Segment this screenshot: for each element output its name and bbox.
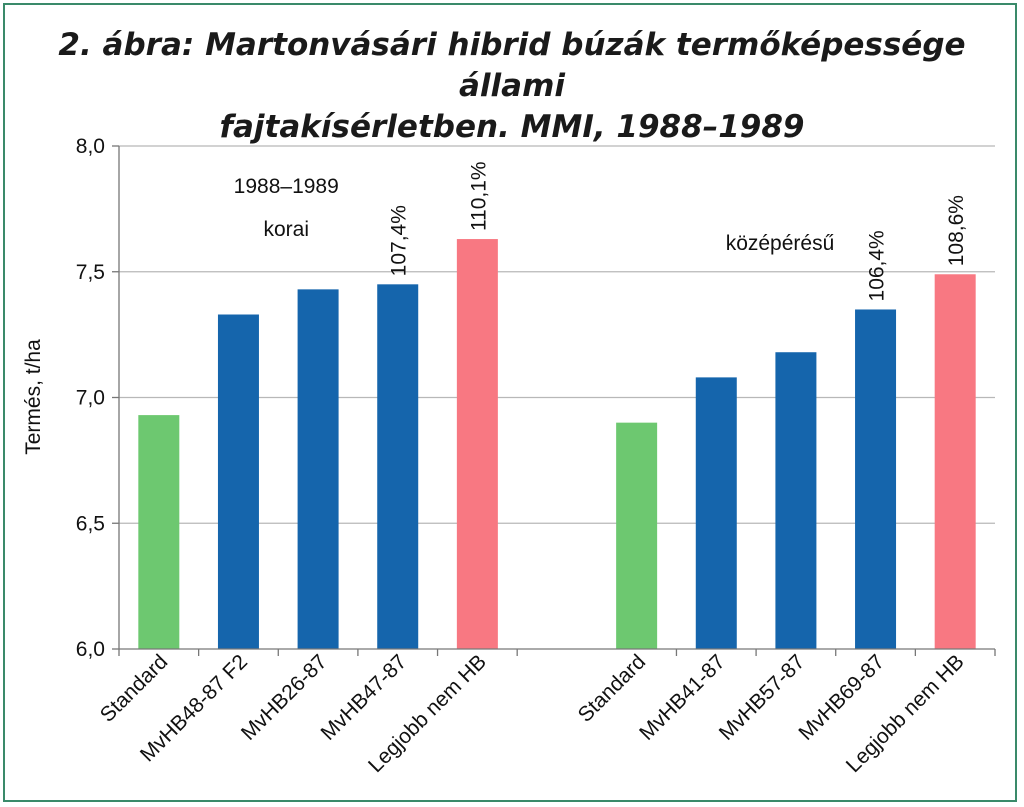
bar bbox=[138, 415, 180, 649]
bar bbox=[934, 274, 976, 649]
bar bbox=[616, 422, 658, 649]
axes bbox=[112, 145, 996, 656]
bar bbox=[377, 284, 419, 649]
data-label: 107,4% bbox=[388, 205, 411, 276]
bars bbox=[138, 239, 976, 649]
y-tick-label: 6,0 bbox=[76, 638, 105, 661]
x-tick-label: Standard bbox=[96, 650, 173, 727]
y-tick-label: 8,0 bbox=[76, 135, 105, 158]
y-tick-label: 7,5 bbox=[76, 261, 105, 284]
chart-title-line-2: fajtakísérletben. MMI, 1988–1989 bbox=[219, 109, 805, 145]
y-tick-label: 7,0 bbox=[76, 387, 105, 410]
group-annotation: 1988–1989 bbox=[234, 175, 339, 198]
group-annotation: középérésű bbox=[726, 232, 835, 255]
bar bbox=[297, 289, 339, 649]
bar bbox=[695, 377, 737, 649]
grid-lines bbox=[119, 145, 995, 524]
chart-title-line-1: 2. ábra: Martonvásári hibrid búzák termő… bbox=[58, 27, 966, 104]
figure-frame: 2. ábra: Martonvásári hibrid búzák termő… bbox=[3, 3, 1017, 802]
data-label: 108,6% bbox=[945, 195, 968, 266]
y-axis-title: Termés, t/ha bbox=[22, 339, 45, 455]
bar bbox=[775, 352, 817, 649]
chart-title: 2. ábra: Martonvásári hibrid búzák termő… bbox=[5, 25, 1019, 148]
data-label: 110,1% bbox=[467, 161, 490, 231]
bar bbox=[855, 309, 897, 649]
bar bbox=[217, 314, 259, 649]
data-label: 106,4% bbox=[866, 230, 889, 301]
y-tick-label: 6,5 bbox=[76, 512, 105, 535]
group-annotation: korai bbox=[263, 218, 309, 241]
x-tick-label: Standard bbox=[574, 650, 651, 727]
bar bbox=[456, 239, 498, 649]
